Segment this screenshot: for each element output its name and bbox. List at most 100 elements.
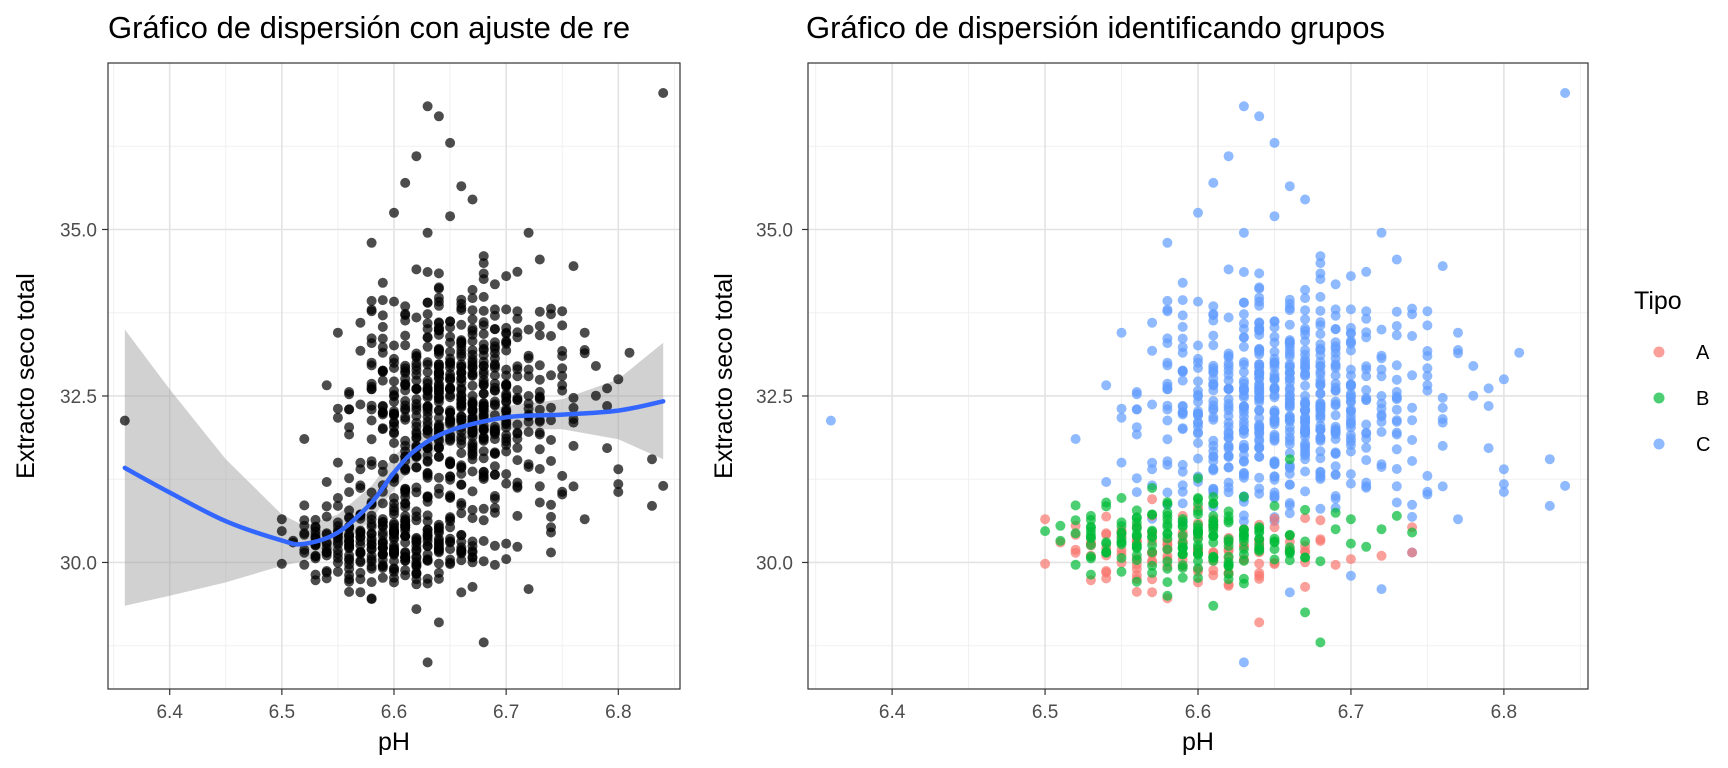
data-point xyxy=(411,402,422,413)
data-point-c xyxy=(1422,351,1433,361)
data-point xyxy=(400,378,411,389)
data-point xyxy=(523,462,534,472)
data-point xyxy=(512,364,523,375)
data-point-c xyxy=(1223,264,1234,275)
data-point xyxy=(568,392,579,403)
data-point-c xyxy=(1407,415,1418,426)
data-point-c xyxy=(1376,364,1387,375)
data-point xyxy=(579,327,590,338)
data-point-c xyxy=(1208,446,1219,457)
data-point xyxy=(366,563,377,574)
data-point xyxy=(445,471,456,482)
data-point-c xyxy=(1208,484,1219,495)
data-point-c xyxy=(1407,499,1418,510)
data-point xyxy=(433,359,444,370)
data-point xyxy=(276,558,287,569)
data-point-b xyxy=(1238,555,1249,566)
data-point xyxy=(546,547,556,558)
data-point-c xyxy=(1315,329,1326,339)
data-point xyxy=(377,498,388,509)
data-point-c xyxy=(1193,438,1203,448)
data-point-b xyxy=(1193,494,1203,505)
data-point-c xyxy=(1208,378,1219,389)
data-point xyxy=(568,402,579,413)
data-point-c xyxy=(1177,310,1188,321)
data-point-c xyxy=(1468,361,1479,371)
data-point-c xyxy=(1391,444,1402,455)
data-point-c xyxy=(1361,455,1372,466)
data-point xyxy=(355,555,366,566)
data-point xyxy=(478,453,489,464)
data-point xyxy=(478,274,489,285)
data-point-c xyxy=(1131,387,1142,397)
data-point-c xyxy=(1361,266,1372,277)
data-point xyxy=(411,536,422,547)
data-point xyxy=(456,305,467,316)
data-point-c xyxy=(1437,417,1448,428)
data-point-c xyxy=(1300,367,1311,378)
data-point xyxy=(512,455,523,466)
data-point xyxy=(478,515,489,526)
data-point-b xyxy=(1085,522,1096,533)
data-point-c xyxy=(1407,435,1418,445)
data-point-c xyxy=(1391,254,1402,265)
data-point-c xyxy=(1422,371,1433,381)
data-point-b xyxy=(1147,547,1158,558)
data-point-c xyxy=(1208,360,1219,371)
x-tick-label: 6.6 xyxy=(381,702,407,723)
data-point xyxy=(546,402,556,413)
data-point-c xyxy=(1269,419,1280,430)
data-point xyxy=(355,480,366,491)
data-point xyxy=(478,251,489,262)
data-point-c xyxy=(1315,380,1326,390)
data-point xyxy=(310,569,321,580)
data-point xyxy=(501,433,512,444)
data-point-c xyxy=(1315,413,1326,424)
y-tick-label: 32.5 xyxy=(756,387,793,408)
data-point-a xyxy=(1040,558,1051,569)
data-point-c xyxy=(1330,341,1341,352)
data-point-a xyxy=(1101,529,1112,540)
data-point xyxy=(602,443,613,454)
data-point xyxy=(310,514,321,525)
data-point-b xyxy=(1070,559,1081,570)
data-point-c xyxy=(1223,451,1234,461)
data-point xyxy=(523,353,534,364)
data-point xyxy=(501,380,512,390)
data-point-b xyxy=(1162,556,1173,567)
legend-label-a: A xyxy=(1696,342,1710,364)
data-point xyxy=(489,426,500,437)
data-point xyxy=(489,304,500,315)
data-point xyxy=(299,559,310,570)
data-point-c xyxy=(1070,434,1081,444)
data-point-b xyxy=(1193,506,1203,517)
data-point xyxy=(422,657,433,668)
x-tick-label: 6.8 xyxy=(1491,702,1517,723)
data-point-c xyxy=(1269,316,1280,327)
data-point-c xyxy=(1284,305,1295,316)
x-tick-label: 6.6 xyxy=(1185,702,1211,723)
data-point xyxy=(467,284,478,295)
data-point-c xyxy=(1254,429,1265,440)
data-point xyxy=(467,486,478,497)
data-point-c xyxy=(1269,435,1280,446)
data-point xyxy=(389,556,399,566)
data-point-c xyxy=(1254,394,1265,405)
data-point xyxy=(433,488,444,499)
data-point xyxy=(366,487,377,498)
data-point-c xyxy=(1361,371,1372,382)
data-point xyxy=(467,325,478,336)
data-point xyxy=(456,414,467,425)
data-point-c xyxy=(1223,487,1234,498)
data-point xyxy=(411,551,422,562)
data-point xyxy=(613,374,624,385)
data-point-c xyxy=(1238,357,1249,368)
data-point-b xyxy=(1085,569,1096,580)
data-point-c xyxy=(1177,295,1188,306)
data-point-c xyxy=(1300,293,1311,304)
data-point-c xyxy=(1254,292,1265,303)
data-point-c xyxy=(1116,403,1127,414)
data-point-c xyxy=(1254,111,1265,122)
data-point-b xyxy=(1193,556,1203,566)
data-point xyxy=(445,407,456,418)
